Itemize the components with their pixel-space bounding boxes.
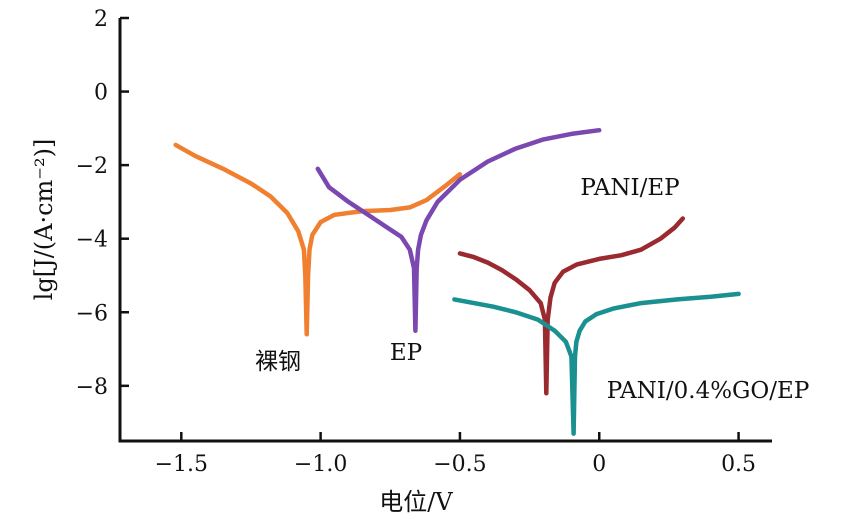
series-line-3 [457,216,686,396]
y-tick-label: 0 [94,81,108,106]
curve-label-1: 裸钢 [255,349,301,375]
chart-curve-labels: 裸钢 EP PANI/EP PANI/0.4%GO/EP [255,175,809,404]
x-tick-label: 0.5 [721,452,756,477]
y-tick-label: −2 [76,154,108,179]
series-line-4 [452,291,741,436]
curve-label-4: PANI/0.4%GO/EP [607,378,810,404]
chart-axes [118,18,772,443]
y-axis-label: lg[J/(A·cm⁻²)] [30,139,58,301]
y-tick-label: 2 [94,7,108,32]
y-tick-label: −6 [76,301,108,326]
x-tick-label: −1.0 [294,452,347,477]
x-tick-label: 0 [592,452,606,477]
x-tick-label: −0.5 [433,452,486,477]
series-line-2 [315,127,602,333]
chart-ticks: −1.5 −1.0 −0.5 0 0.5 2 0 −2 −4 −6 −8 [76,7,757,477]
chart-series [173,127,741,436]
y-tick-label: −8 [76,375,108,400]
series-line-1 [173,142,463,337]
y-tick-label: −4 [76,228,108,253]
curve-label-3: PANI/EP [580,175,679,201]
curve-label-2: EP [390,340,422,366]
x-tick-label: −1.5 [155,452,208,477]
x-axis-label: 电位/V [379,488,453,516]
